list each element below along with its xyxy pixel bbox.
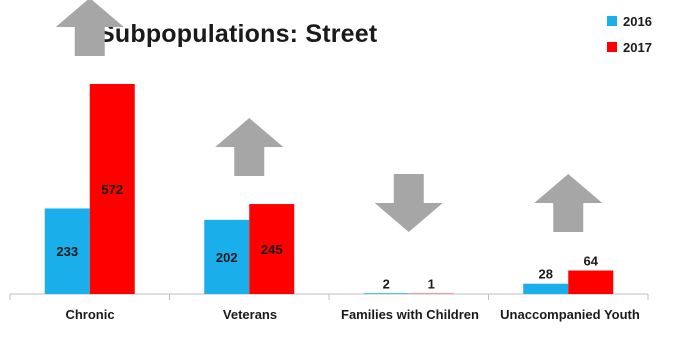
bar-2016-families-with-children	[363, 293, 409, 294]
trend-arrow-up-veterans	[215, 118, 284, 177]
legend: 2016 2017	[607, 8, 652, 60]
legend-swatch-2017	[607, 42, 617, 52]
bar-2016-unaccompanied-youth	[523, 283, 569, 294]
legend-label-2017: 2017	[623, 39, 652, 55]
bar-2017-unaccompanied-youth	[568, 270, 614, 294]
legend-item-2016: 2016	[607, 8, 652, 34]
category-label-chronic: Chronic	[65, 307, 115, 322]
data-label-2017-veterans: 245	[261, 242, 283, 257]
data-label-2017-chronic: 572	[101, 182, 123, 197]
category-label-youth: Unaccompanied Youth	[500, 307, 640, 322]
data-label-2017-families-with-children: 1	[428, 277, 435, 292]
legend-swatch-2016	[607, 16, 617, 26]
category-label-families: Families with Children	[341, 307, 479, 322]
data-label-2016-veterans: 202	[216, 250, 238, 265]
bar-2017-chronic	[89, 84, 135, 294]
data-label-2016-families-with-children: 2	[383, 276, 390, 291]
trend-arrow-up-unaccompanied-youth	[534, 174, 603, 232]
data-label-2016-unaccompanied-youth: 28	[539, 267, 553, 282]
chart-title: Subpopulations: Street	[98, 20, 378, 48]
trend-arrow-down-families-with-children	[374, 174, 443, 232]
data-label-2017-unaccompanied-youth: 64	[584, 254, 599, 269]
category-label-veterans: Veterans	[222, 307, 278, 322]
bar-2016-veterans	[204, 219, 250, 294]
bar-2017-veterans	[249, 204, 295, 294]
legend-item-2017: 2017	[607, 34, 652, 60]
data-label-2016-chronic: 233	[56, 244, 78, 259]
legend-label-2016: 2016	[623, 13, 652, 29]
trend-arrow-up-chronic	[55, 0, 124, 56]
bar-2016-chronic	[44, 208, 90, 294]
